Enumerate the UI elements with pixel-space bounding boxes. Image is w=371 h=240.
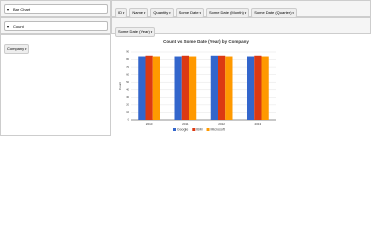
bar [225,56,233,120]
aggregator-select[interactable]: Count [4,21,108,31]
chart: Count vs Some Date (Year) by Company 0 10… [118,39,276,132]
legend-swatch [173,128,176,131]
y-tick-label: 0 [128,119,130,122]
y-tick-label: 10 [126,111,129,114]
bar [181,55,189,120]
bar [145,55,153,120]
y-tick-label: 70 [126,66,129,69]
y-tick-label: 90 [126,51,129,54]
x-tick-label: 2012 [218,122,225,126]
bar [189,56,197,120]
bar [218,55,226,120]
col-fields: Some Date (Year) [111,17,371,37]
unused-fields: IDNameQuantitySome DateSome Date (Month)… [111,0,371,18]
y-tick-label: 40 [126,88,129,91]
x-tick-label: 2010 [146,122,153,126]
legend-swatch [192,128,196,131]
field-pill[interactable]: Some Date (Year) [115,27,156,37]
y-tick-label: 30 [126,96,129,99]
renderer-label: Bar Chart [13,7,31,12]
renderer-select[interactable]: Bar Chart [4,4,108,14]
y-tick-label: 60 [126,73,129,76]
row-fields: Company [0,34,111,136]
legend-label: Google [177,128,188,132]
y-tick-label: 50 [126,81,129,84]
aggregator-label: Count [13,24,24,29]
bar [254,55,262,120]
aggregator-cell: Count [0,17,111,34]
y-tick-label: 80 [126,58,129,61]
y-tick-label: 20 [126,104,129,107]
bar [261,56,269,120]
bar [174,56,182,120]
chart-title: Count vs Some Date (Year) by Company [163,39,249,44]
pivot-ui: Bar Chart IDNameQuantitySome DateSome Da… [0,0,371,136]
x-tick-label: 2011 [182,122,189,126]
bar [138,56,146,120]
bar [152,56,160,120]
renderer-cell: Bar Chart [0,0,111,17]
bar [247,56,255,120]
x-tick-label: 2013 [255,122,262,126]
legend-label: Microsoft [211,128,225,132]
y-axis-label: Count [118,82,122,90]
legend-label: IBM [196,128,202,132]
legend-swatch [206,128,210,131]
field-pill[interactable]: Company [4,44,30,54]
bar [210,55,218,120]
